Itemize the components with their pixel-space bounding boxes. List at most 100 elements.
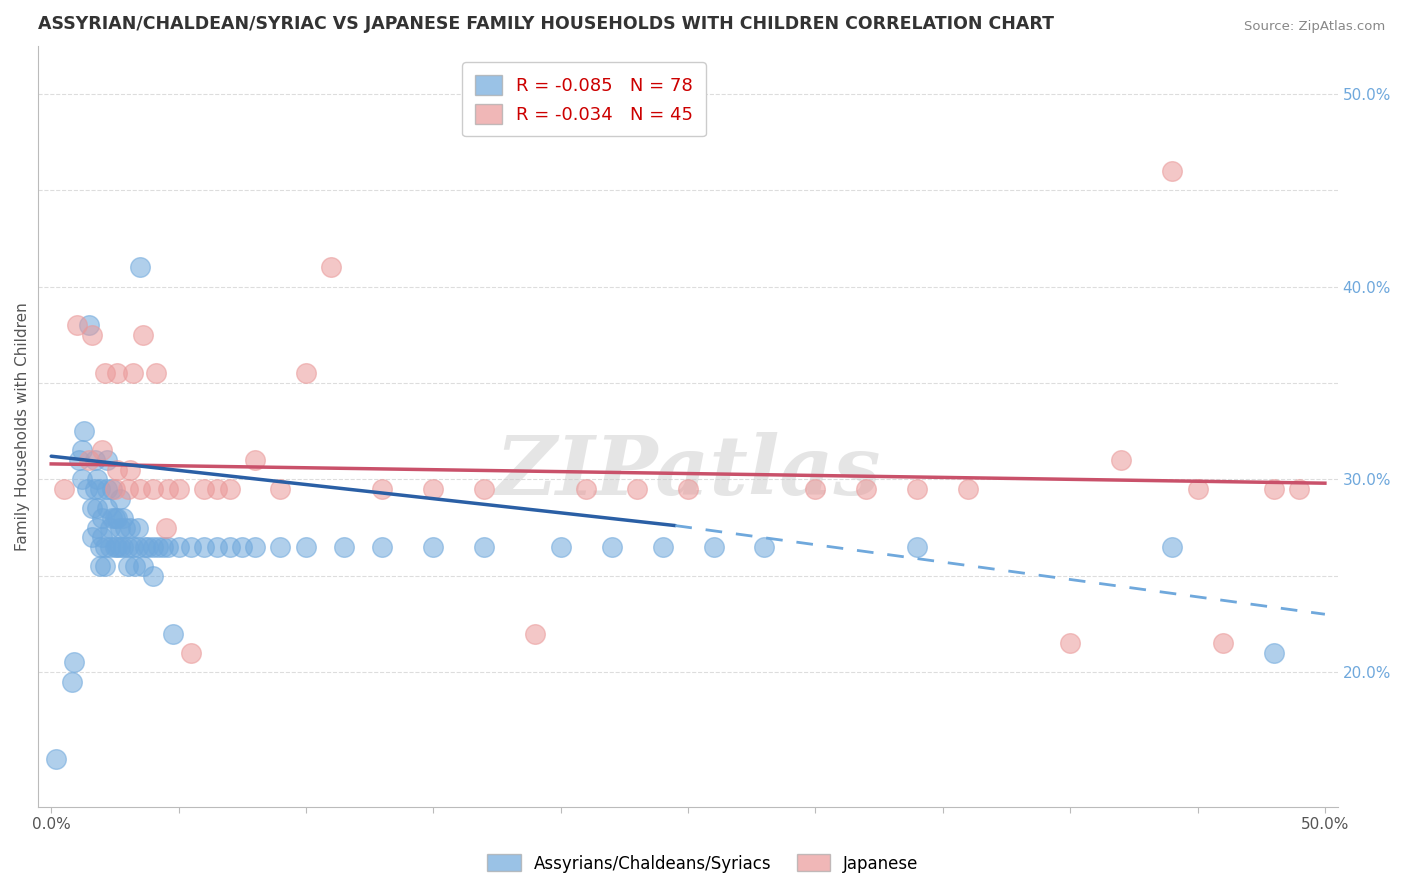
Point: [114, 520, 136, 534]
Point: [269, 482, 291, 496]
Point: [205, 540, 228, 554]
Point: [218, 482, 240, 496]
Point: [91, 530, 114, 544]
Point: [66, 318, 89, 333]
Point: [111, 511, 134, 525]
Point: [93, 367, 115, 381]
Point: [89, 559, 111, 574]
Point: [157, 482, 180, 496]
Point: [905, 482, 928, 496]
Point: [193, 540, 215, 554]
Point: [76, 482, 98, 496]
Point: [180, 540, 202, 554]
Point: [104, 482, 127, 496]
Point: [152, 540, 174, 554]
Point: [89, 482, 111, 496]
Point: [73, 424, 96, 438]
Point: [79, 453, 101, 467]
Point: [83, 482, 105, 496]
Point: [83, 453, 105, 467]
Point: [127, 520, 149, 534]
Point: [472, 482, 495, 496]
Y-axis label: Family Households with Children: Family Households with Children: [15, 302, 30, 550]
Legend: R = -0.085   N = 78, R = -0.034   N = 45: R = -0.085 N = 78, R = -0.034 N = 45: [463, 62, 706, 136]
Point: [295, 367, 318, 381]
Point: [129, 260, 152, 275]
Point: [136, 540, 159, 554]
Point: [107, 540, 129, 554]
Point: [124, 559, 146, 574]
Point: [142, 568, 165, 582]
Point: [333, 540, 356, 554]
Point: [134, 540, 156, 554]
Point: [243, 453, 266, 467]
Text: ZIPatlas: ZIPatlas: [495, 432, 880, 512]
Point: [70, 472, 93, 486]
Point: [96, 453, 118, 467]
Point: [127, 540, 149, 554]
Point: [67, 453, 90, 467]
Point: [121, 540, 143, 554]
Point: [855, 482, 877, 496]
Point: [162, 626, 184, 640]
Point: [132, 559, 155, 574]
Point: [52, 482, 75, 496]
Point: [193, 482, 215, 496]
Point: [108, 520, 131, 534]
Point: [472, 540, 495, 554]
Point: [269, 540, 291, 554]
Point: [1212, 636, 1234, 650]
Point: [80, 501, 103, 516]
Point: [142, 482, 165, 496]
Point: [957, 482, 980, 496]
Point: [101, 511, 124, 525]
Point: [651, 540, 673, 554]
Point: [1263, 646, 1285, 660]
Point: [1161, 540, 1184, 554]
Point: [80, 327, 103, 342]
Point: [79, 318, 101, 333]
Point: [295, 540, 318, 554]
Point: [86, 520, 108, 534]
Point: [702, 540, 724, 554]
Point: [167, 482, 190, 496]
Text: ASSYRIAN/CHALDEAN/SYRIAC VS JAPANESE FAMILY HOUSEHOLDS WITH CHILDREN CORRELATION: ASSYRIAN/CHALDEAN/SYRIAC VS JAPANESE FAM…: [38, 15, 1054, 33]
Point: [371, 540, 394, 554]
Point: [180, 646, 202, 660]
Point: [905, 540, 928, 554]
Point: [600, 540, 623, 554]
Point: [1263, 482, 1285, 496]
Point: [98, 540, 121, 554]
Point: [104, 540, 127, 554]
Point: [1109, 453, 1132, 467]
Point: [575, 482, 598, 496]
Point: [676, 482, 699, 496]
Point: [86, 472, 108, 486]
Point: [422, 540, 444, 554]
Point: [1059, 636, 1081, 650]
Point: [231, 540, 253, 554]
Point: [129, 482, 152, 496]
Point: [117, 482, 139, 496]
Point: [120, 520, 142, 534]
Point: [524, 626, 547, 640]
Point: [104, 511, 127, 525]
Point: [120, 463, 142, 477]
Point: [91, 511, 114, 525]
Point: [1161, 164, 1184, 178]
Point: [107, 511, 129, 525]
Point: [80, 530, 103, 544]
Point: [107, 367, 129, 381]
Point: [117, 559, 139, 574]
Point: [108, 540, 131, 554]
Point: [70, 443, 93, 458]
Point: [142, 540, 165, 554]
Point: [101, 482, 124, 496]
Point: [550, 540, 572, 554]
Point: [145, 367, 167, 381]
Point: [243, 540, 266, 554]
Point: [157, 540, 180, 554]
Point: [155, 520, 177, 534]
Point: [754, 540, 776, 554]
Point: [804, 482, 827, 496]
